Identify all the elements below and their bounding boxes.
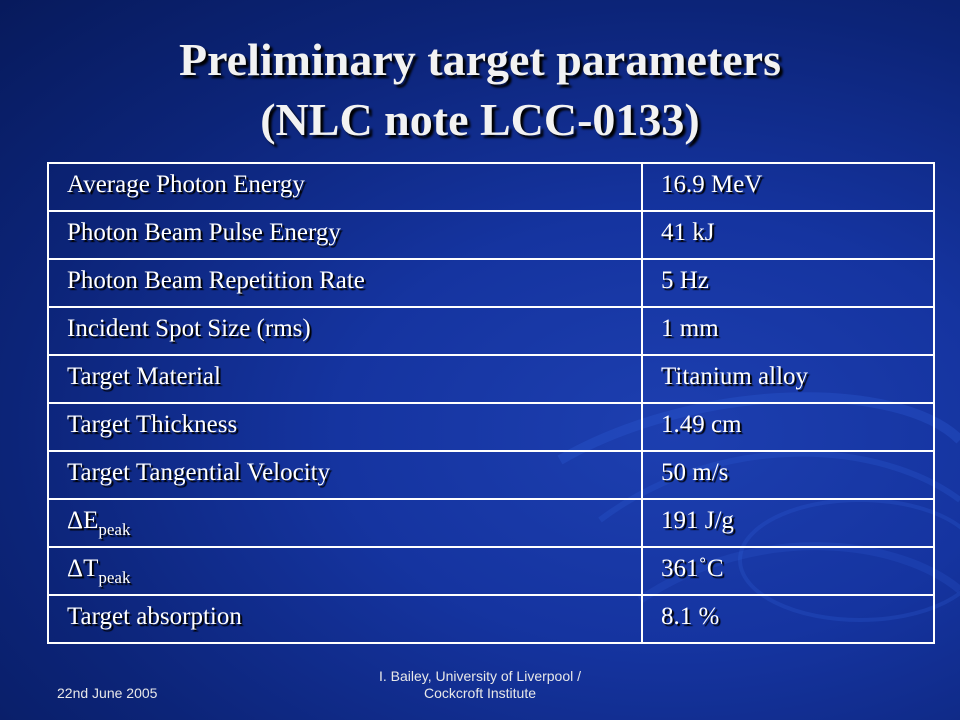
footer-author: I. Bailey, University of Liverpool / Coc…: [330, 668, 630, 702]
param-label: Incident Spot Size (rms): [47, 306, 643, 356]
param-label: ΔTpeak: [47, 546, 643, 596]
slide-title: Preliminary target parameters (NLC note …: [0, 30, 960, 150]
table-row: Photon Beam Pulse Energy 41 kJ: [47, 210, 935, 260]
param-value: 8.1 %: [641, 594, 935, 644]
param-label: Target Tangential Velocity: [47, 450, 643, 500]
param-value: 191 J/g: [641, 498, 935, 548]
table-row: ΔTpeak 361˚C: [47, 546, 935, 596]
delta-t-symbol: ΔT: [67, 555, 99, 582]
slide-title-line1: Preliminary target parameters: [178, 34, 782, 85]
param-value: 1.49 cm: [641, 402, 935, 452]
param-value: Titanium alloy: [641, 354, 935, 404]
param-label: Target absorption: [47, 594, 643, 644]
table-row: Target Thickness 1.49 cm: [47, 402, 935, 452]
footer-author-line2: Cockcroft Institute: [423, 685, 537, 701]
table-row: Incident Spot Size (rms) 1 mm: [47, 306, 935, 356]
table-row: Average Photon Energy 16.9 MeV: [47, 162, 935, 212]
footer-author-line1: I. Bailey, University of Liverpool /: [378, 668, 582, 684]
delta-e-subscript: peak: [98, 520, 131, 539]
param-value: 1 mm: [641, 306, 935, 356]
table-row: ΔEpeak 191 J/g: [47, 498, 935, 548]
param-value: 41 kJ: [641, 210, 935, 260]
param-value: 361˚C: [641, 546, 935, 596]
param-label: Target Thickness: [47, 402, 643, 452]
table-row: Target Material Titanium alloy: [47, 354, 935, 404]
table-row: Photon Beam Repetition Rate 5 Hz: [47, 258, 935, 308]
param-value: 50 m/s: [641, 450, 935, 500]
param-label: ΔEpeak: [47, 498, 643, 548]
param-label: Photon Beam Repetition Rate: [47, 258, 643, 308]
param-label: Photon Beam Pulse Energy: [47, 210, 643, 260]
param-label: Target Material: [47, 354, 643, 404]
param-label: Average Photon Energy: [47, 162, 643, 212]
param-value: 16.9 MeV: [641, 162, 935, 212]
table-row: Target Tangential Velocity 50 m/s: [47, 450, 935, 500]
footer-date: 22nd June 2005: [57, 685, 158, 701]
delta-t-subscript: peak: [98, 568, 131, 587]
delta-e-symbol: ΔE: [67, 507, 99, 534]
table-row: Target absorption 8.1 %: [47, 594, 935, 644]
parameters-table: Average Photon Energy 16.9 MeV Photon Be…: [47, 162, 935, 644]
param-value: 5 Hz: [641, 258, 935, 308]
slide-title-line2: (NLC note LCC-0133): [260, 94, 700, 145]
